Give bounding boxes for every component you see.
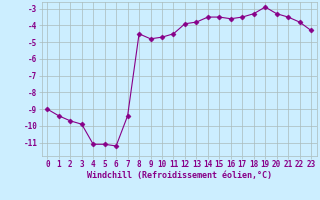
X-axis label: Windchill (Refroidissement éolien,°C): Windchill (Refroidissement éolien,°C): [87, 171, 272, 180]
